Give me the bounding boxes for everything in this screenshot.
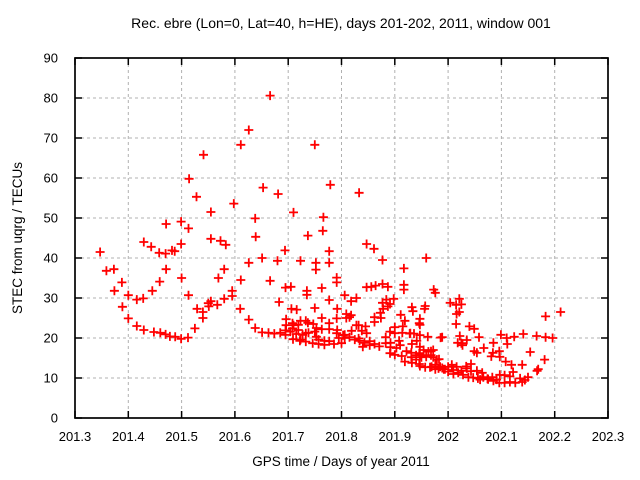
y-tick-label: 50 [44, 211, 58, 226]
y-tick-label: 90 [44, 51, 58, 66]
y-tick-label: 30 [44, 291, 58, 306]
scatter-data-points [95, 91, 566, 388]
x-tick-label: 202 [437, 429, 459, 444]
y-tick-labels: 0 10 20 30 40 50 60 70 80 90 [44, 51, 58, 426]
y-tick-label: 10 [44, 371, 58, 386]
x-tick-label: 201.4 [112, 429, 145, 444]
x-tick-label: 202.2 [538, 429, 571, 444]
x-tick-label: 201.3 [59, 429, 92, 444]
x-tick-label: 201.6 [219, 429, 252, 444]
x-tick-label: 201.5 [165, 429, 198, 444]
y-tick-label: 80 [44, 91, 58, 106]
y-tick-label: 60 [44, 171, 58, 186]
x-tick-label: 201.8 [325, 429, 358, 444]
x-tick-labels: 201.3 201.4 201.5 201.6 201.7 201.8 201.9 202 20… [59, 429, 625, 444]
x-axis-label: GPS time / Days of year 2011 [252, 454, 430, 469]
y-tick-label: 0 [51, 411, 58, 426]
y-tick-label: 20 [44, 331, 58, 346]
x-tick-label: 201.9 [379, 429, 412, 444]
x-tick-label: 202.1 [485, 429, 518, 444]
y-axis-label: STEC from uqrg / TECUs [10, 162, 25, 314]
y-tick-label: 70 [44, 131, 58, 146]
chart-title: Rec. ebre (Lon=0, Lat=40, h=HE), days 20… [131, 15, 551, 31]
gridlines [75, 58, 608, 418]
plot-border [74, 57, 609, 419]
y-tick-label: 40 [44, 251, 58, 266]
x-tick-label: 202.3 [592, 429, 625, 444]
x-tick-label: 201.7 [272, 429, 305, 444]
